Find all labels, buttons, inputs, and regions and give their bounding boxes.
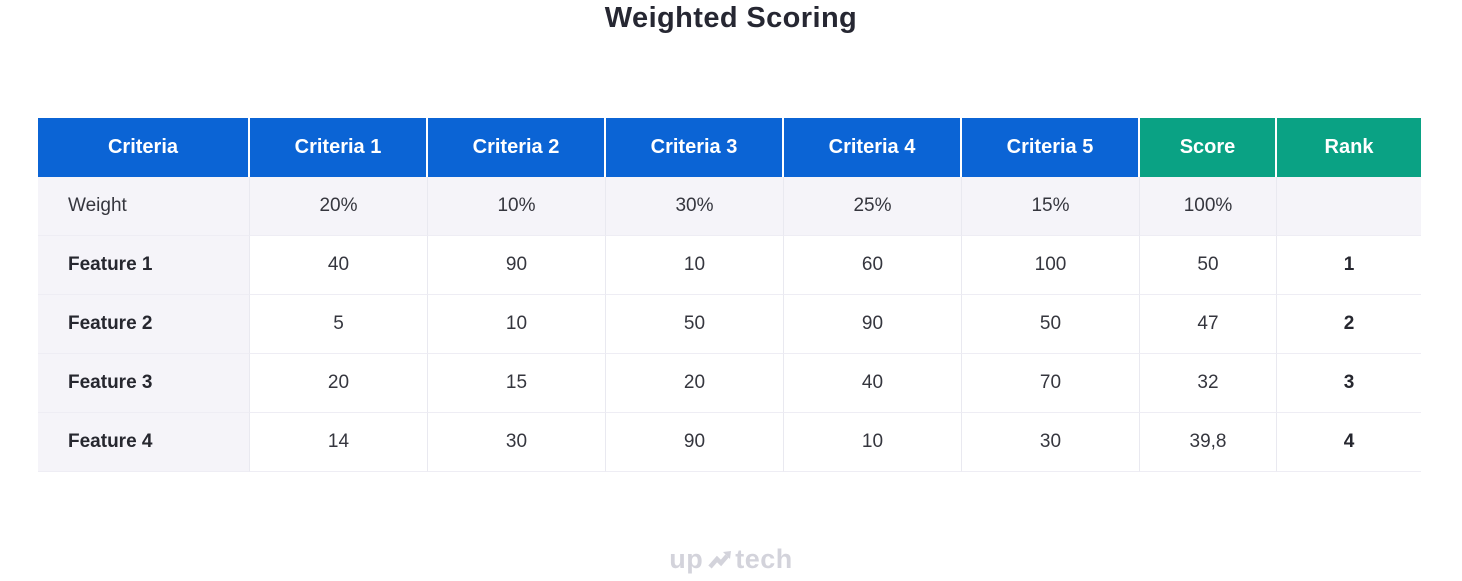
feature-label-feature-4: Feature 4 bbox=[38, 413, 250, 472]
weighted-scoring-table: Criteria Criteria 1 Criteria 2 Criteria 3 Cr… bbox=[38, 118, 1421, 472]
trending-arrow-icon bbox=[708, 550, 732, 568]
header-cell-criteria-3: Criteria 3 bbox=[606, 118, 784, 177]
feature-4-value-4: 10 bbox=[784, 413, 962, 472]
feature-3-value-6: 32 bbox=[1140, 354, 1277, 413]
header-cell-rank: Rank bbox=[1277, 118, 1421, 177]
feature-3-value-3: 20 bbox=[606, 354, 784, 413]
feature-2-value-6: 47 bbox=[1140, 295, 1277, 354]
feature-2-value-1: 5 bbox=[250, 295, 428, 354]
uptech-logo: up tech bbox=[0, 544, 1462, 575]
header-cell-criteria-1: Criteria 1 bbox=[250, 118, 428, 177]
feature-3-rank: 3 bbox=[1277, 354, 1421, 413]
feature-4-value-6: 39,8 bbox=[1140, 413, 1277, 472]
page-title: Weighted Scoring bbox=[604, 2, 858, 34]
logo-text-up: up bbox=[669, 544, 704, 574]
feature-1-value-6: 50 bbox=[1140, 236, 1277, 295]
weight-value-2: 10% bbox=[428, 177, 606, 236]
table-row-feature-2: Feature 2 5 10 50 90 50 47 2 bbox=[38, 295, 1421, 354]
weight-value-5: 15% bbox=[962, 177, 1140, 236]
feature-4-value-2: 30 bbox=[428, 413, 606, 472]
header-cell-score: Score bbox=[1140, 118, 1277, 177]
feature-4-rank: 4 bbox=[1277, 413, 1421, 472]
feature-2-value-5: 50 bbox=[962, 295, 1140, 354]
weight-value-6: 100% bbox=[1140, 177, 1277, 236]
feature-4-value-5: 30 bbox=[962, 413, 1140, 472]
weight-value-1: 20% bbox=[250, 177, 428, 236]
weight-value-4: 25% bbox=[784, 177, 962, 236]
feature-3-value-1: 20 bbox=[250, 354, 428, 413]
feature-4-value-3: 90 bbox=[606, 413, 784, 472]
table-row-feature-1: Feature 1 40 90 10 60 100 50 1 bbox=[38, 236, 1421, 295]
feature-label-feature-3: Feature 3 bbox=[38, 354, 250, 413]
feature-4-value-1: 14 bbox=[250, 413, 428, 472]
feature-2-value-2: 10 bbox=[428, 295, 606, 354]
feature-1-value-1: 40 bbox=[250, 236, 428, 295]
header-cell-criteria-5: Criteria 5 bbox=[962, 118, 1140, 177]
feature-label-feature-1: Feature 1 bbox=[38, 236, 250, 295]
feature-1-value-4: 60 bbox=[784, 236, 962, 295]
table-row-feature-3: Feature 3 20 15 20 40 70 32 3 bbox=[38, 354, 1421, 413]
header-cell-criteria: Criteria bbox=[38, 118, 250, 177]
feature-2-rank: 2 bbox=[1277, 295, 1421, 354]
feature-1-value-5: 100 bbox=[962, 236, 1140, 295]
feature-2-value-4: 90 bbox=[784, 295, 962, 354]
table-header-row: Criteria Criteria 1 Criteria 2 Criteria 3 Cr… bbox=[38, 118, 1421, 177]
feature-2-value-3: 50 bbox=[606, 295, 784, 354]
feature-3-value-2: 15 bbox=[428, 354, 606, 413]
feature-1-value-3: 10 bbox=[606, 236, 784, 295]
feature-label-feature-2: Feature 2 bbox=[38, 295, 250, 354]
weight-value-7 bbox=[1277, 177, 1421, 236]
logo-text-tech: tech bbox=[735, 544, 793, 574]
weight-row-label: Weight bbox=[38, 177, 250, 236]
weight-value-3: 30% bbox=[606, 177, 784, 236]
header-cell-criteria-4: Criteria 4 bbox=[784, 118, 962, 177]
weight-row: Weight 20% 10% 30% 25% 15% 100% bbox=[38, 177, 1421, 236]
feature-1-rank: 1 bbox=[1277, 236, 1421, 295]
table-row-feature-4: Feature 4 14 30 90 10 30 39,8 4 bbox=[38, 413, 1421, 472]
header-cell-criteria-2: Criteria 2 bbox=[428, 118, 606, 177]
feature-3-value-5: 70 bbox=[962, 354, 1140, 413]
feature-1-value-2: 90 bbox=[428, 236, 606, 295]
feature-3-value-4: 40 bbox=[784, 354, 962, 413]
